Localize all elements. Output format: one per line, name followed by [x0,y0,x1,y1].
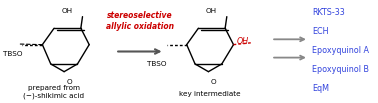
Text: key intermediate: key intermediate [180,91,241,97]
Text: TBSO: TBSO [147,61,167,67]
Text: O: O [67,79,72,85]
Text: OH: OH [62,8,73,14]
Text: Epoxyquinol A: Epoxyquinol A [312,46,369,55]
Text: OH: OH [237,37,249,46]
Text: RKTS-33: RKTS-33 [312,8,345,17]
Text: O: O [211,79,217,85]
Text: prepared from
(−)-shikimic acid: prepared from (−)-shikimic acid [23,85,84,99]
Text: Epoxyquinol B: Epoxyquinol B [312,65,369,74]
Text: stereoselective
allylic oxidation: stereoselective allylic oxidation [106,11,174,31]
Text: TBSO: TBSO [3,51,23,57]
Text: OH: OH [206,8,217,14]
Text: EqM: EqM [312,84,329,93]
Text: ECH: ECH [312,27,329,36]
